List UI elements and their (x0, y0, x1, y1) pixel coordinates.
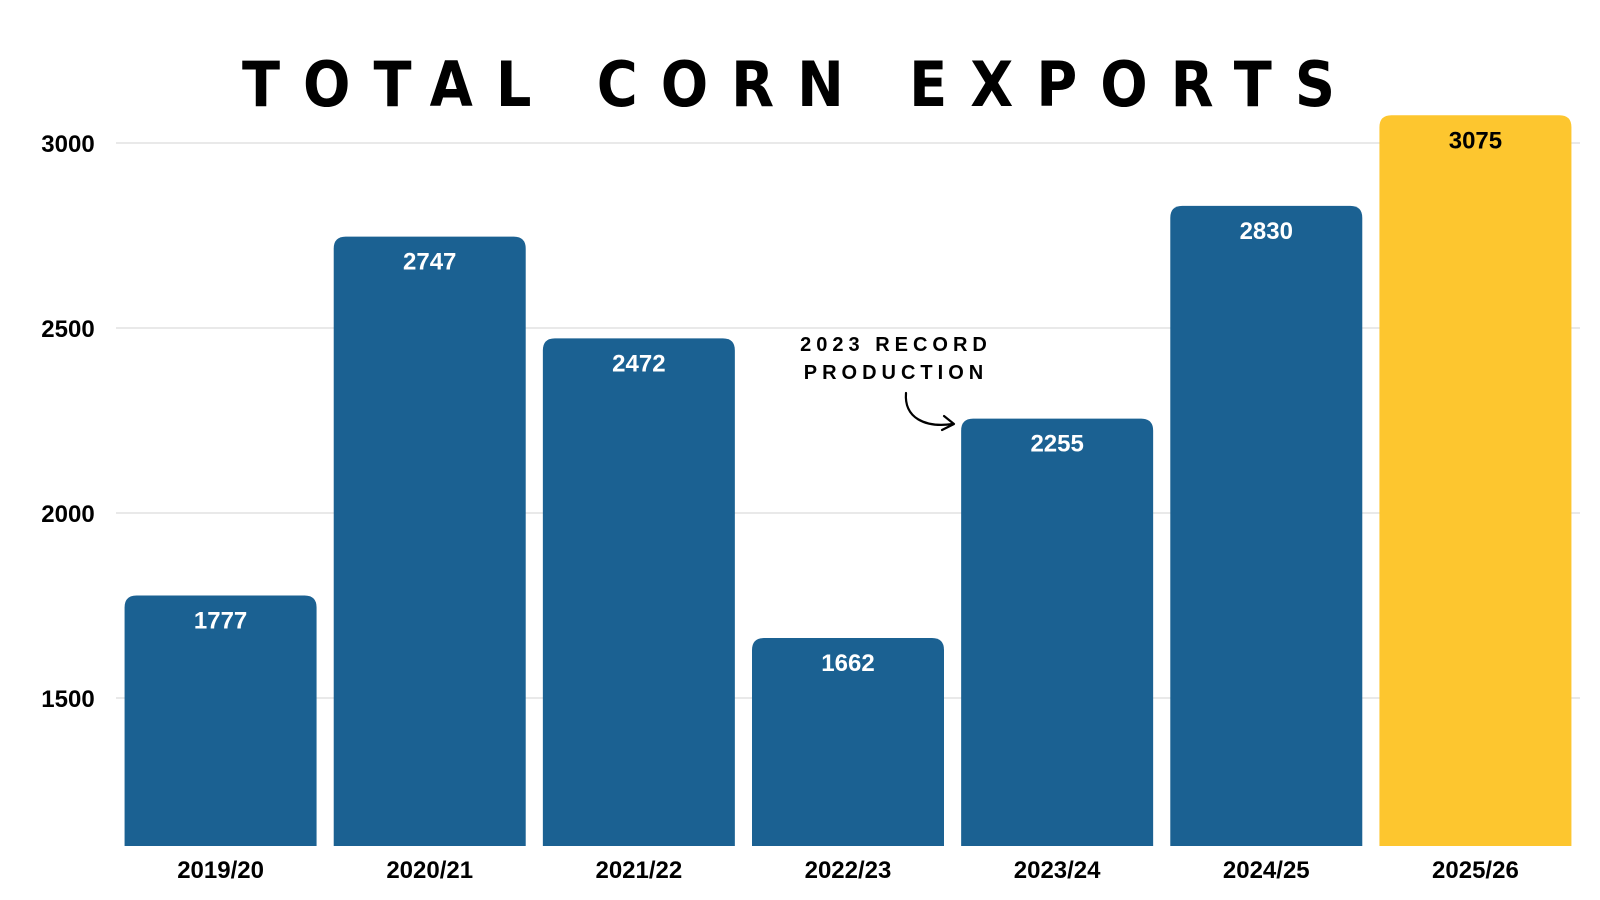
bar (1170, 205, 1363, 846)
y-tick-label: 2000 (41, 501, 94, 528)
x-tick-label: 2019/20 (177, 857, 264, 884)
bar (752, 638, 944, 846)
bar (961, 418, 1154, 846)
y-tick-label: 3000 (41, 131, 94, 158)
bar-value-label: 2255 (1030, 431, 1083, 458)
y-tick-label: 2500 (41, 316, 94, 343)
chart-title: TOTAL CORN EXPORTS (242, 48, 1358, 121)
bar-value-label: 2472 (612, 350, 665, 377)
x-tick-label: 2024/25 (1223, 857, 1310, 884)
x-axis: 2019/20 2020/21 2021/22 2022/23 2023/24 2024/… (177, 857, 1519, 884)
y-tick-label: 1500 (41, 686, 94, 713)
bar-value-label: 1777 (194, 608, 247, 635)
annotation: 2023 RECORD PRODUCTION (800, 334, 992, 432)
y-axis: 1500 2000 2500 3000 (41, 131, 94, 713)
bar-value-label: 1662 (821, 650, 874, 677)
annotation-line-2: PRODUCTION (804, 362, 988, 384)
bar (542, 338, 735, 846)
bar-value-label: 3075 (1449, 127, 1502, 154)
curved-arrow-icon (904, 391, 956, 432)
bar (1379, 115, 1572, 846)
x-tick-label: 2025/26 (1432, 857, 1519, 884)
bars: 1777 2747 2472 1662 2255 2830 3075 (124, 115, 1572, 847)
x-tick-label: 2023/24 (1014, 857, 1101, 884)
bar (333, 236, 526, 847)
x-tick-label: 2022/23 (805, 857, 892, 884)
x-tick-label: 2021/22 (595, 857, 682, 884)
x-tick-label: 2020/21 (386, 857, 473, 884)
bar (124, 595, 317, 846)
bar-value-label: 2830 (1240, 218, 1293, 245)
annotation-line-1: 2023 RECORD (800, 334, 992, 356)
bar-value-label: 2747 (403, 249, 456, 276)
